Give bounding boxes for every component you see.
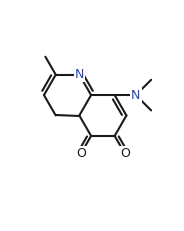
Text: O: O bbox=[76, 147, 86, 160]
Text: O: O bbox=[120, 147, 130, 160]
Text: N: N bbox=[131, 89, 141, 102]
Text: N: N bbox=[75, 68, 84, 81]
